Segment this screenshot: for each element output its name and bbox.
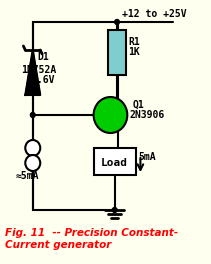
Text: 5.6V: 5.6V <box>31 75 54 85</box>
Circle shape <box>112 208 117 213</box>
Text: 1K: 1K <box>128 47 140 57</box>
Circle shape <box>115 20 119 25</box>
Bar <box>94 148 136 175</box>
Bar <box>108 30 126 75</box>
Text: D1: D1 <box>37 52 49 62</box>
Text: 5mA: 5mA <box>139 152 156 162</box>
Text: Q1: Q1 <box>133 100 145 110</box>
Circle shape <box>25 140 40 156</box>
Polygon shape <box>25 50 40 95</box>
Circle shape <box>30 112 35 117</box>
Text: ≈5mA: ≈5mA <box>16 171 39 181</box>
Circle shape <box>25 155 40 171</box>
Text: 2N3906: 2N3906 <box>129 110 164 120</box>
Text: +12 to +25V: +12 to +25V <box>122 9 186 19</box>
Circle shape <box>94 97 127 133</box>
Text: R1: R1 <box>128 37 140 47</box>
Text: 1N752A: 1N752A <box>22 65 57 75</box>
Text: Fig. 11  -- Precision Constant-
Current generator: Fig. 11 -- Precision Constant- Current g… <box>5 228 178 249</box>
Text: Load: Load <box>101 158 128 168</box>
